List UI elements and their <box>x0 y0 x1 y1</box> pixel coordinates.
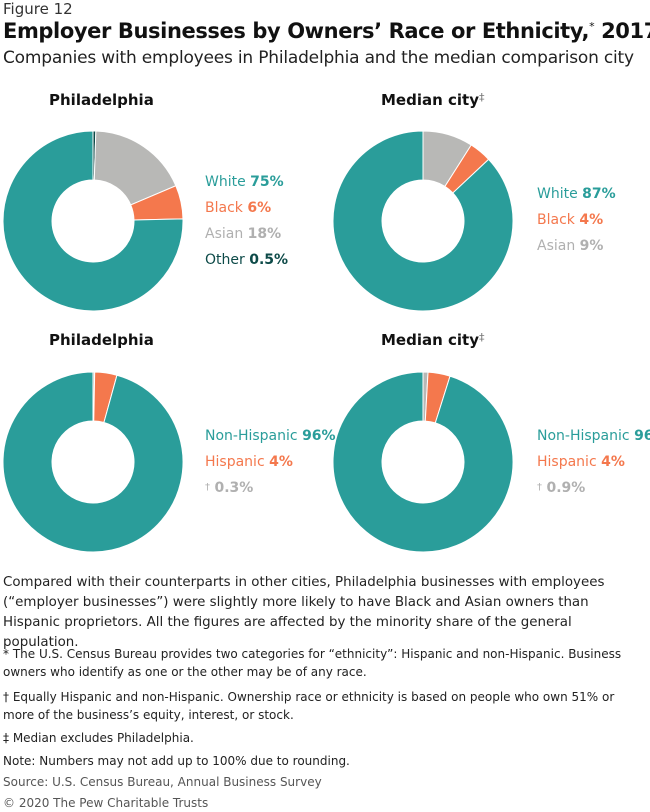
legend-label: Asian <box>537 238 576 254</box>
legend-label: Black <box>205 200 243 216</box>
chart-3-legend: Non-Hispanic 96% Hispanic 4% † 0.3% <box>205 423 336 501</box>
legend-item-non-hispanic: Non-Hispanic 96% <box>205 423 336 449</box>
legend-label: Hispanic <box>205 454 265 470</box>
legend-item-hispanic: Hispanic 4% <box>537 449 650 475</box>
legend-value: 0.5% <box>249 252 289 268</box>
legend-label: Non-Hispanic <box>205 428 298 444</box>
title-year: 2017 <box>601 19 650 43</box>
chart-4-title: Median city‡ <box>381 331 484 349</box>
chart-1-legend: White 75% Black 6% Asian 18% Other 0.5% <box>205 169 288 273</box>
legend-item-black: Black 4% <box>537 207 616 233</box>
chart-4-legend: Non-Hispanic 96% Hispanic 4% † 0.9% <box>537 423 650 501</box>
legend-label: Non-Hispanic <box>537 428 630 444</box>
legend-label: Asian <box>205 226 244 242</box>
legend-value: 4% <box>269 454 293 470</box>
legend-item-white: White 75% <box>205 169 288 195</box>
figure-title: Employer Businesses by Owners’ Race or E… <box>3 19 650 43</box>
summary-paragraph: Compared with their counterparts in othe… <box>3 575 605 650</box>
legend-label: White <box>205 174 246 190</box>
legend-value: 9% <box>579 238 604 254</box>
source: Source: U.S. Census Bureau, Annual Busin… <box>3 775 322 789</box>
legend-value: 0.9% <box>546 480 586 496</box>
copyright: © 2020 The Pew Charitable Trusts <box>3 796 209 810</box>
legend-item-equal: † 0.3% <box>205 475 336 501</box>
legend-value: 18% <box>247 226 282 242</box>
legend-item-other: Other 0.5% <box>205 247 288 273</box>
chart-4-title-text: Median city <box>381 331 479 349</box>
chart-1-title: Philadelphia <box>49 91 154 109</box>
chart-2-legend: White 87% Black 4% Asian 9% <box>537 181 616 259</box>
legend-value: 4% <box>601 454 625 470</box>
legend-item-white: White 87% <box>537 181 616 207</box>
legend-label: Other <box>205 252 245 268</box>
legend-label: Hispanic <box>537 454 597 470</box>
chart-3-donut <box>2 371 184 553</box>
legend-item-hispanic: Hispanic 4% <box>205 449 336 475</box>
legend-value: 4% <box>579 212 604 228</box>
figure-subtitle: Companies with employees in Philadelphia… <box>3 48 634 68</box>
legend-item-black: Black 6% <box>205 195 288 221</box>
legend-item-asian: Asian 9% <box>537 233 616 259</box>
footnote-equal: † Equally Hispanic and non-Hispanic. Own… <box>3 690 615 722</box>
donut-slice-white <box>2 130 184 312</box>
chart-3-title: Philadelphia <box>49 331 154 349</box>
chart-2-donut <box>332 130 514 312</box>
legend-value: 0.3% <box>214 480 254 496</box>
legend-item-equal: † 0.9% <box>537 475 650 501</box>
title-text: Employer Businesses by Owners’ Race or E… <box>3 19 590 43</box>
note-rounding: Note: Numbers may not add up to 100% due… <box>3 754 350 768</box>
figure-label: Figure 12 <box>3 0 73 18</box>
donut-slice-white <box>332 130 514 312</box>
legend-value: 6% <box>247 200 272 216</box>
chart-1-title-text: Philadelphia <box>49 91 154 109</box>
footnote-median: ‡ Median excludes Philadelphia. <box>3 731 194 745</box>
chart-2-title: Median city‡ <box>381 91 484 109</box>
legend-label: White <box>537 186 578 202</box>
chart-4-title-mark: ‡ <box>478 331 485 344</box>
chart-3-title-text: Philadelphia <box>49 331 154 349</box>
legend-label: † <box>537 482 542 493</box>
donut-slice-non-hispanic <box>2 371 184 553</box>
donut-slice-non-hispanic <box>332 371 514 553</box>
chart-2-title-mark: ‡ <box>478 91 485 104</box>
footnote-ethnicity: * The U.S. Census Bureau provides two ca… <box>3 647 622 679</box>
legend-item-asian: Asian 18% <box>205 221 288 247</box>
legend-value: 87% <box>582 186 616 202</box>
legend-item-non-hispanic: Non-Hispanic 96% <box>537 423 650 449</box>
legend-label: † <box>205 482 210 493</box>
title-footnote-mark: * <box>589 20 595 33</box>
legend-label: Black <box>537 212 575 228</box>
chart-2-title-text: Median city <box>381 91 479 109</box>
legend-value: 96% <box>634 428 650 444</box>
chart-4-donut <box>332 371 514 553</box>
legend-value: 96% <box>302 428 336 444</box>
legend-value: 75% <box>250 174 284 190</box>
chart-1-donut <box>2 130 184 312</box>
